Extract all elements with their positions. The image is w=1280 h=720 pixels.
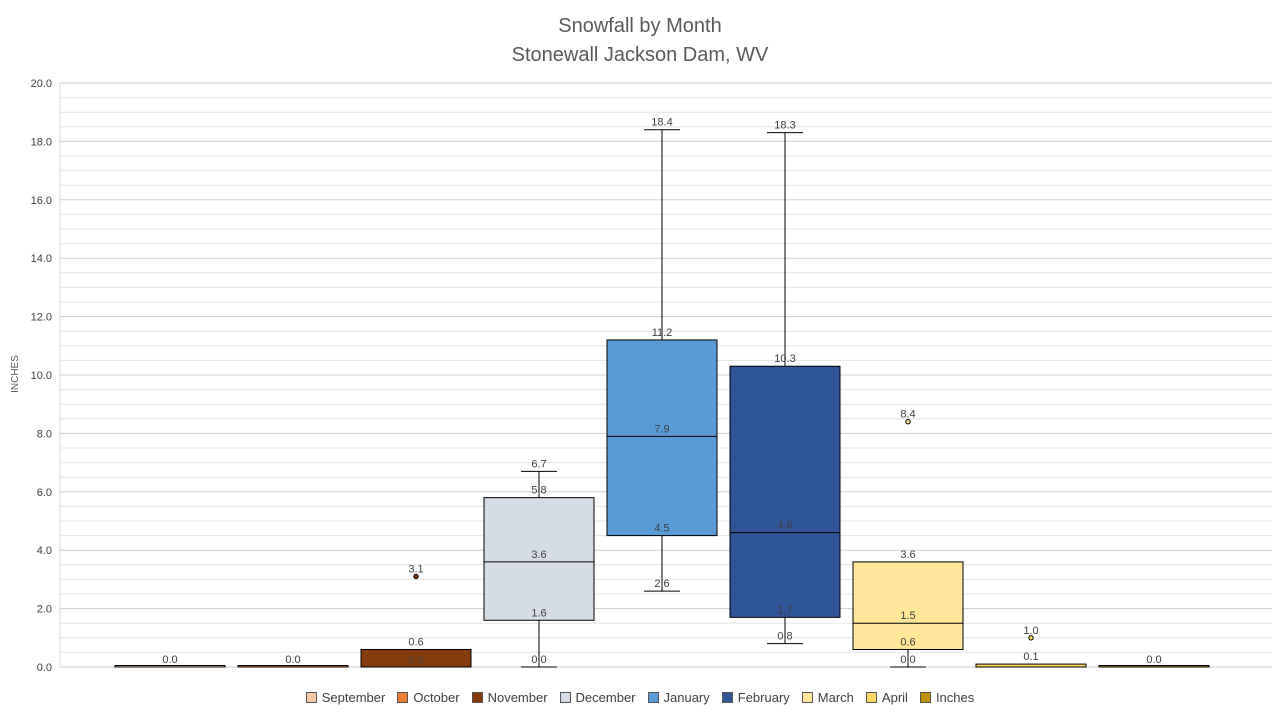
- legend-swatch: [305, 691, 317, 703]
- data-label: 11.2: [652, 327, 673, 339]
- data-label: 4.5: [654, 523, 669, 535]
- legend-label: March: [817, 689, 854, 705]
- data-label: 0.1: [1023, 651, 1038, 663]
- legend: September October November December January F…: [0, 688, 1280, 706]
- data-label: 0.6: [408, 636, 423, 648]
- legend-swatch: [801, 691, 813, 703]
- data-label: 3.1: [408, 563, 423, 575]
- y-tick-label: 6.0: [37, 487, 52, 499]
- data-label: 7.9: [654, 423, 669, 435]
- y-tick-label: 4.0: [37, 545, 52, 557]
- y-tick-label: 20.0: [31, 78, 52, 90]
- data-label: 3.6: [531, 549, 546, 561]
- data-label: 0.0: [900, 654, 915, 666]
- legend-label: November: [487, 689, 548, 705]
- box-october: [237, 665, 349, 668]
- data-label: 0.0: [531, 654, 546, 666]
- data-label: 6.7: [531, 458, 546, 470]
- data-label: 0.0: [408, 654, 423, 666]
- legend-item: Inches: [919, 689, 975, 705]
- box-series: [114, 129, 1210, 668]
- legend-item: September: [305, 689, 386, 705]
- data-label: 5.8: [531, 485, 546, 497]
- data-label: 1.7: [777, 604, 792, 616]
- data-label: 10.3: [774, 353, 795, 365]
- data-label: 18.3: [774, 120, 795, 132]
- y-axis-ticks: 0.0 2.0 4.0 6.0 8.0 10.0 12.0 14.0 16.0 18.0 20.0: [31, 78, 52, 674]
- iqr-box: [729, 365, 841, 618]
- data-labels: 0.0 0.0 0.0 0.6 3.1 0.0 1.6 3.6 5.8 6.7 2.6 4.5 7.9 1…: [162, 117, 1161, 666]
- legend-item: December: [559, 689, 636, 705]
- data-label: 18.4: [651, 117, 672, 129]
- box-inches: [1098, 665, 1210, 668]
- legend-item: March: [801, 689, 854, 705]
- legend-swatch: [865, 691, 877, 703]
- legend-swatch: [471, 691, 483, 703]
- outlier-point: [1028, 635, 1034, 641]
- y-tick-label: 10.0: [31, 370, 52, 382]
- outlier-point: [413, 573, 419, 580]
- data-label: 3.6: [900, 549, 915, 561]
- outlier-point: [905, 419, 911, 425]
- data-label: 4.6: [777, 520, 792, 532]
- legend-swatch: [721, 691, 733, 703]
- legend-item: February: [721, 689, 790, 705]
- iqr-box: [852, 561, 964, 650]
- data-label: 0.6: [900, 636, 915, 648]
- legend-swatch: [919, 691, 931, 703]
- legend-item: April: [865, 689, 908, 705]
- legend-label: January: [663, 689, 710, 705]
- y-tick-label: 16.0: [31, 195, 52, 207]
- data-label: 8.4: [900, 409, 915, 421]
- box-march: [852, 419, 964, 668]
- y-axis-label: INCHES: [10, 355, 21, 393]
- data-label: 0.0: [162, 654, 177, 666]
- box-january: [606, 129, 718, 592]
- box-february: [729, 132, 841, 645]
- legend-label: September: [321, 689, 386, 705]
- data-label: 1.0: [1023, 625, 1038, 637]
- legend-swatch: [397, 691, 409, 703]
- data-label: 2.6: [654, 578, 669, 590]
- box-november: [360, 573, 472, 668]
- data-label: 0.8: [777, 631, 792, 643]
- legend-item: November: [471, 689, 548, 705]
- y-tick-label: 12.0: [31, 312, 52, 324]
- legend-label: December: [575, 689, 636, 705]
- legend-label: October: [413, 689, 460, 705]
- data-label: 0.0: [1146, 654, 1161, 666]
- legend-swatch: [647, 691, 659, 703]
- y-tick-label: 8.0: [37, 428, 52, 440]
- legend-label: February: [737, 689, 790, 705]
- iqr-box: [483, 497, 595, 621]
- y-tick-label: 0.0: [37, 662, 52, 674]
- data-label: 1.6: [531, 607, 546, 619]
- legend-item: October: [397, 689, 460, 705]
- y-tick-label: 14.0: [31, 253, 52, 265]
- box-december: [483, 470, 595, 668]
- legend-item: January: [647, 689, 710, 705]
- legend-swatch: [559, 691, 571, 703]
- legend-label: Inches: [935, 689, 975, 705]
- box-september: [114, 665, 226, 668]
- y-tick-label: 18.0: [31, 136, 52, 148]
- chart-title-line-1: Snowfall by Month: [558, 15, 721, 37]
- y-tick-label: 2.0: [37, 604, 52, 616]
- chart-title-line-2: Stonewall Jackson Dam, WV: [512, 44, 769, 66]
- data-label: 0.0: [285, 654, 300, 666]
- legend-label: April: [881, 689, 908, 705]
- box-april: [975, 635, 1087, 668]
- iqr-box: [606, 339, 718, 537]
- data-label: 1.5: [900, 610, 915, 622]
